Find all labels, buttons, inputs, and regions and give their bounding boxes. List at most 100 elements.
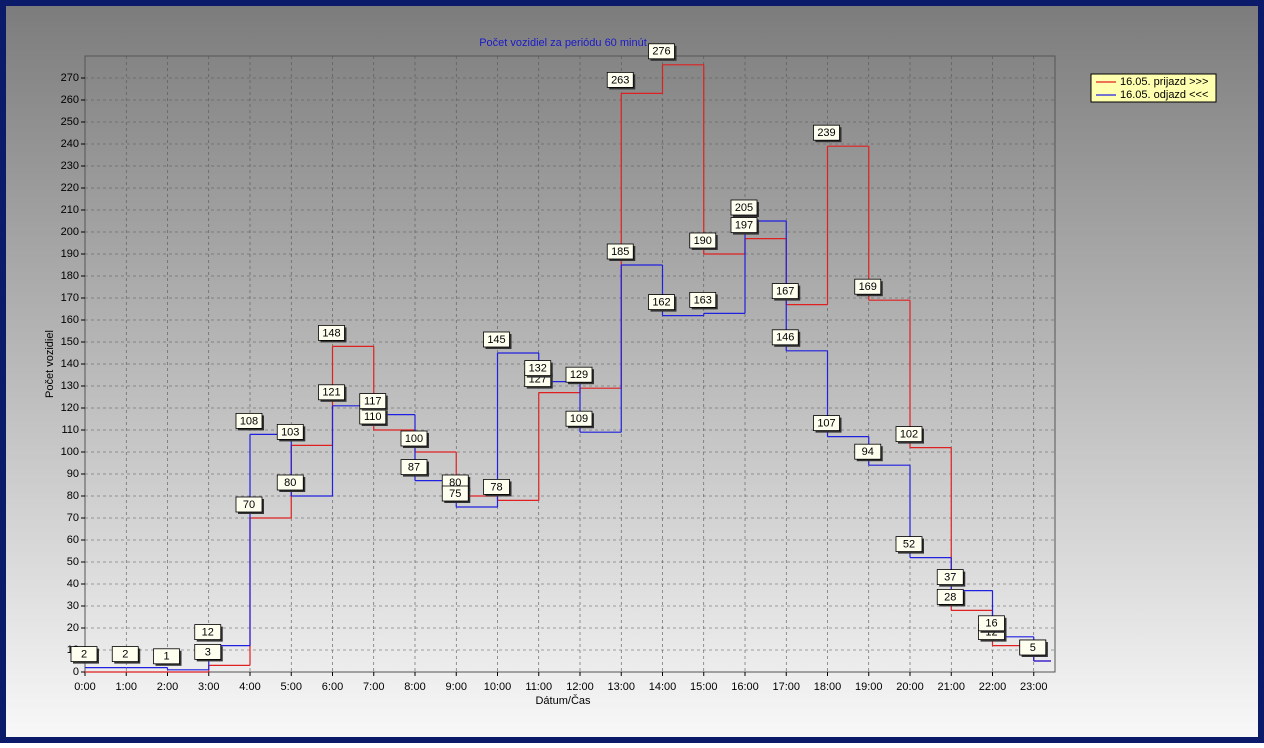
x-tick-label: 12:00: [566, 681, 594, 693]
value-label-box: [194, 644, 222, 660]
x-tick-label: 2:00: [157, 681, 178, 693]
value-label-box: [606, 72, 634, 88]
y-tick-label: 110: [61, 424, 79, 436]
value-label: 1: [163, 651, 169, 663]
y-tick-label: 150: [61, 336, 79, 348]
value-label: 87: [408, 462, 420, 474]
value-label: 239: [817, 127, 835, 139]
value-label-box: [936, 589, 964, 605]
x-tick-label: 20:00: [896, 681, 924, 693]
value-label-box: [441, 485, 469, 502]
x-tick-label: 23:00: [1020, 681, 1048, 693]
value-label-box: [565, 410, 593, 427]
y-tick-label: 210: [61, 204, 79, 216]
value-label: 16: [985, 618, 997, 630]
y-tick-label: 230: [61, 160, 79, 172]
value-label: 94: [862, 446, 874, 458]
value-label: 276: [652, 46, 670, 58]
x-tick-label: 18:00: [814, 681, 842, 693]
value-label: 117: [364, 396, 382, 408]
x-tick-label: 21:00: [937, 681, 965, 693]
value-label: 75: [449, 488, 461, 500]
y-tick-label: 220: [61, 182, 79, 194]
value-label: 197: [735, 220, 753, 232]
value-label-box: [854, 278, 882, 295]
value-label-box: [689, 232, 717, 249]
value-label-box: [978, 615, 1005, 632]
y-tick-label: 40: [67, 578, 79, 590]
value-label-box: [895, 426, 923, 443]
value-label-box: [400, 459, 428, 476]
y-tick-label: 20: [67, 622, 79, 634]
value-label: 263: [611, 74, 629, 86]
x-tick-label: 19:00: [855, 681, 883, 693]
y-axis-label: Počet vozidiel: [44, 330, 56, 398]
value-label-box: [1019, 639, 1047, 656]
value-label-box: [318, 324, 345, 341]
value-label-box: [153, 648, 180, 665]
value-label-box: [689, 291, 717, 308]
value-label: 78: [490, 481, 502, 493]
value-label: 102: [900, 429, 918, 441]
value-label: 103: [281, 426, 299, 438]
value-label-box: [895, 536, 923, 552]
value-label-box: [606, 243, 634, 260]
value-label: 3: [205, 646, 211, 658]
legend-box: [1090, 73, 1217, 103]
value-label: 185: [611, 246, 629, 258]
value-label: 121: [322, 387, 340, 399]
x-tick-label: 3:00: [198, 681, 219, 693]
y-tick-label: 100: [61, 446, 79, 458]
value-label: 107: [817, 418, 835, 430]
value-label: 5: [1030, 642, 1036, 654]
value-label: 145: [487, 334, 505, 346]
value-label-box: [524, 360, 552, 377]
x-tick-label: 9:00: [446, 681, 467, 693]
value-label: 2: [122, 649, 128, 661]
y-tick-label: 140: [61, 358, 79, 370]
x-tick-label: 15:00: [690, 681, 718, 693]
y-tick-label: 30: [67, 600, 79, 612]
value-label-box: [648, 43, 675, 60]
value-label-box: [813, 415, 840, 432]
y-tick-label: 120: [61, 402, 79, 414]
value-label: 2: [81, 649, 87, 661]
value-label-box: [854, 443, 882, 460]
value-label-box: [771, 283, 799, 300]
value-label: 146: [776, 332, 794, 344]
value-label: 148: [322, 327, 340, 339]
chart-title: Počet vozidiel za periódu 60 minút: [479, 37, 647, 49]
x-tick-label: 7:00: [363, 681, 384, 693]
value-label: 80: [284, 477, 296, 489]
value-label: 108: [240, 415, 258, 427]
value-label-box: [565, 366, 593, 383]
y-tick-label: 130: [61, 380, 79, 392]
value-label-box: [813, 124, 840, 141]
legend-label: 16.05. prijazd >>>: [1120, 76, 1208, 88]
y-tick-label: 60: [67, 534, 79, 546]
y-tick-label: 260: [61, 94, 79, 106]
value-label: 190: [694, 235, 712, 247]
value-label: 28: [944, 591, 956, 603]
value-label: 109: [570, 413, 588, 425]
x-tick-label: 10:00: [484, 681, 512, 693]
value-label-box: [730, 217, 758, 234]
value-label: 167: [776, 286, 794, 298]
background: [6, 6, 1258, 737]
x-tick-label: 22:00: [979, 681, 1007, 693]
x-tick-label: 14:00: [649, 681, 677, 693]
y-tick-label: 270: [61, 72, 79, 84]
legend-label: 16.05. odjazd <<<: [1120, 89, 1208, 101]
y-tick-label: 200: [61, 226, 79, 238]
x-tick-label: 6:00: [322, 681, 343, 693]
value-label-box: [483, 331, 510, 348]
value-label: 162: [652, 297, 670, 309]
x-tick-label: 0:00: [74, 681, 95, 693]
value-label: 129: [570, 369, 588, 381]
value-label-box: [70, 646, 98, 662]
value-label-box: [235, 412, 263, 429]
value-label: 132: [529, 363, 547, 375]
value-label-box: [235, 496, 263, 513]
y-tick-label: 180: [61, 270, 79, 282]
